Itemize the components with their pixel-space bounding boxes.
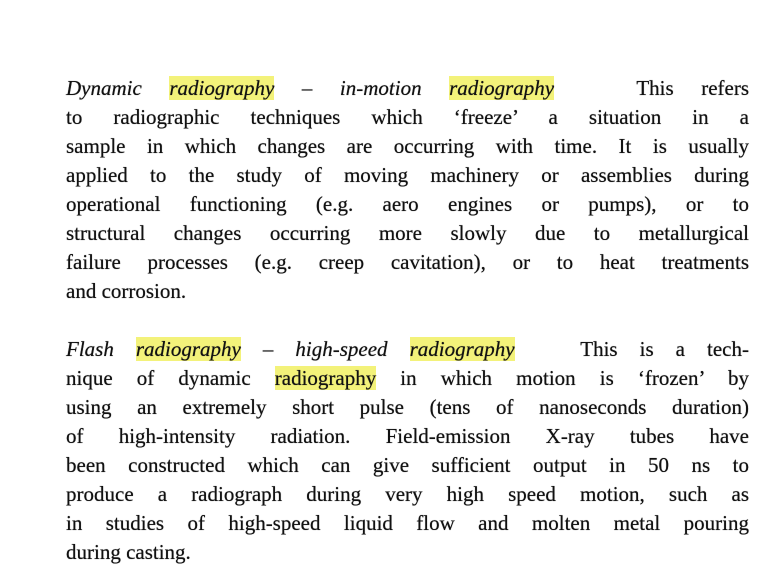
text-run: structural changes occurring more slowly… xyxy=(66,221,749,245)
text-run: in which motion is ‘frozen’ by xyxy=(376,366,749,390)
text-line: failure processes (e.g. creep cavitation… xyxy=(66,248,749,277)
text-line: using an extremely short pulse (tens of … xyxy=(66,393,749,422)
text-run: using an extremely short pulse (tens of … xyxy=(66,395,749,419)
text-line: operational functioning (e.g. aero engin… xyxy=(66,190,749,219)
text-line: structural changes occurring more slowly… xyxy=(66,219,749,248)
text-line: Dynamic radiography – in-motion radiogra… xyxy=(66,74,749,103)
paragraph-flash-radiography: Flash radiography – high-speed radiograp… xyxy=(66,335,749,567)
text-run: produce a radiograph during very high sp… xyxy=(66,482,749,506)
text-line: of high-intensity radiation. Field-emiss… xyxy=(66,422,749,451)
term-heading: – high-speed xyxy=(240,337,410,361)
text-run: failure processes (e.g. creep cavitation… xyxy=(66,250,749,274)
term-heading: Dynamic xyxy=(66,76,170,100)
paragraph-dynamic-radiography: Dynamic radiography – in-motion radiogra… xyxy=(66,74,749,306)
text-run: applied to the study of moving machinery… xyxy=(66,163,749,187)
text-line: and corrosion. xyxy=(66,277,749,306)
text-run: This refers xyxy=(554,76,749,100)
highlighted-term: radiography xyxy=(274,366,377,390)
text-line: in studies of high-speed liquid flow and… xyxy=(66,509,749,538)
text-run: sample in which changes are occurring wi… xyxy=(66,134,749,158)
highlighted-term: radiography xyxy=(169,76,275,100)
text-run: nique of dynamic xyxy=(66,366,275,390)
term-heading: – in-motion xyxy=(274,76,450,100)
text-run: been constructed which can give sufficie… xyxy=(66,453,749,477)
text-run: of high-intensity radiation. Field-emiss… xyxy=(66,424,749,448)
text-line: sample in which changes are occurring wi… xyxy=(66,132,749,161)
text-line: nique of dynamic radiography in which mo… xyxy=(66,364,749,393)
text-line: Flash radiography – high-speed radiograp… xyxy=(66,335,749,364)
text-run: to radiographic techniques which ‘freeze… xyxy=(66,105,749,129)
text-run: during casting. xyxy=(66,540,191,564)
highlighted-term: radiography xyxy=(409,337,515,361)
term-heading: Flash xyxy=(66,337,136,361)
text-run: operational functioning (e.g. aero engin… xyxy=(66,192,749,216)
text-run: in studies of high-speed liquid flow and… xyxy=(66,511,749,535)
text-line: been constructed which can give sufficie… xyxy=(66,451,749,480)
text-run: This is a tech- xyxy=(514,337,749,361)
text-line: produce a radiograph during very high sp… xyxy=(66,480,749,509)
highlighted-term: radiography xyxy=(449,76,555,100)
text-run: and corrosion. xyxy=(66,279,187,303)
text-line: during casting. xyxy=(66,538,749,567)
text-line: to radiographic techniques which ‘freeze… xyxy=(66,103,749,132)
text-line: applied to the study of moving machinery… xyxy=(66,161,749,190)
document-page: Dynamic radiography – in-motion radiogra… xyxy=(66,74,749,567)
highlighted-term: radiography xyxy=(135,337,241,361)
